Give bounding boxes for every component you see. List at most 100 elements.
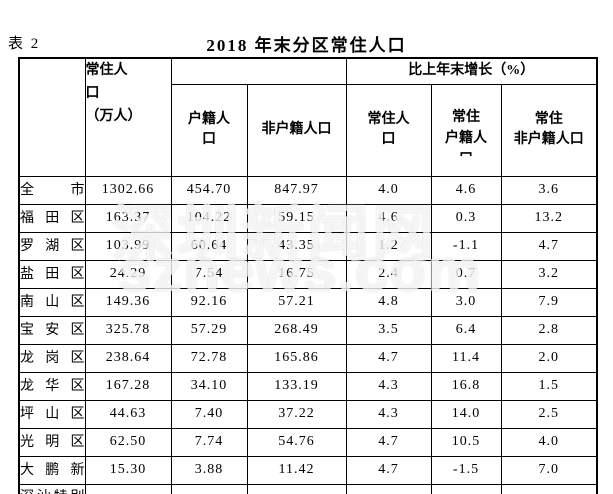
header-non-hukou: 非户籍人口 — [246, 83, 347, 177]
growth-non-hukou-cell: 13.2 — [500, 203, 598, 233]
header-district-cell — [18, 57, 86, 177]
page-title: 2018 年末分区常住人口 — [206, 36, 407, 55]
district-cell: 大鹏新 — [18, 455, 86, 485]
growth-resident-cell: 4.3 — [345, 371, 432, 401]
population-cell: 44.63 — [84, 399, 172, 429]
growth-non-hukou-cell: 4.7 — [500, 231, 598, 261]
header-registration-group — [170, 57, 347, 85]
non-hukou-cell: 54.76 — [246, 427, 347, 457]
growth-non-hukou-cell: 7.0 — [500, 455, 598, 485]
table-row: 龙岗区 238.64 72.78 165.86 4.7 11.4 2.0 — [18, 343, 598, 373]
district-cell: 盐田区 — [18, 259, 86, 289]
hukou-cell: 3.88 — [170, 455, 248, 485]
table-row: 罗湖区 103.99 60.64 43.35 1.2 -1.1 4.7 — [18, 231, 598, 261]
non-hukou-cell: 0.57 — [246, 483, 347, 494]
non-hukou-cell: 847.97 — [246, 175, 347, 205]
district-cell: 罗湖区 — [18, 231, 86, 261]
hukou-cell: 72.78 — [170, 343, 248, 373]
population-cell: 167.28 — [84, 371, 172, 401]
growth-resident-cell: 1.2 — [345, 231, 432, 261]
growth-non-hukou-cell: 2.5 — [500, 399, 598, 429]
growth-resident-cell: 4.6 — [345, 203, 432, 233]
hukou-cell: 92.16 — [170, 287, 248, 317]
growth-non-hukou-cell: 7.9 — [500, 287, 598, 317]
growth-hukou-cell: 14.0 — [430, 399, 502, 429]
growth-resident-cell: 4.0 — [345, 175, 432, 205]
header-hukou: 户籍人 口 — [170, 83, 248, 177]
district-cell: 龙华区 — [18, 371, 86, 401]
table-row: 全市 1302.66 454.70 847.97 4.0 4.6 3.6 — [18, 175, 598, 205]
non-hukou-cell: 268.49 — [246, 315, 347, 345]
population-cell: 325.78 — [84, 315, 172, 345]
district-cell: 南山区 — [18, 287, 86, 317]
table-header: 常住人 口 （万人） 比上年末增长（%） 户籍人 口 非户籍人口 常住人 口 常… — [18, 57, 598, 177]
table-row: 南山区 149.36 92.16 57.21 4.8 3.0 7.9 — [18, 287, 598, 317]
growth-hukou-cell: 3.0 — [430, 287, 502, 317]
district-cell: 龙岗区 — [18, 343, 86, 373]
district-cell: 光明区 — [18, 427, 86, 457]
non-hukou-cell: 43.35 — [246, 231, 347, 261]
table-row: 光明区 62.50 7.74 54.76 4.7 10.5 4.0 — [18, 427, 598, 457]
non-hukou-cell: 165.86 — [246, 343, 347, 373]
growth-non-hukou-cell: 2.0 — [500, 343, 598, 373]
growth-hukou-cell: 16.8 — [430, 371, 502, 401]
growth-non-hukou-cell: 3.2 — [500, 259, 598, 289]
non-hukou-cell: 11.42 — [246, 455, 347, 485]
table-row: 坪山区 44.63 7.40 37.22 4.3 14.0 2.5 — [18, 399, 598, 429]
growth-resident-cell: 4.7 — [345, 427, 432, 457]
district-cell: 坪山区 — [18, 399, 86, 429]
growth-hukou-cell: 0.7 — [430, 259, 502, 289]
district-cell: 深汕特别合作 — [18, 483, 86, 494]
population-cell: 15.30 — [84, 455, 172, 485]
growth-hukou-cell: 4.6 — [430, 175, 502, 205]
growth-hukou-cell: 11.4 — [430, 343, 502, 373]
district-cell: 福田区 — [18, 203, 86, 233]
growth-resident-cell: 4.8 — [345, 287, 432, 317]
table-label: 表 2 — [8, 36, 41, 52]
population-cell: 163.37 — [84, 203, 172, 233]
hukou-cell: 7.40 — [170, 399, 248, 429]
non-hukou-cell: 59.15 — [246, 203, 347, 233]
district-cell: 全市 — [18, 175, 86, 205]
population-cell: 238.64 — [84, 343, 172, 373]
hukou-cell: 57.29 — [170, 315, 248, 345]
growth-non-hukou-cell: 4.0 — [500, 427, 598, 457]
header-population: 常住人 口 （万人） — [84, 57, 172, 177]
growth-resident-cell: -0.7 — [345, 483, 432, 494]
population-cell: 1302.66 — [84, 175, 172, 205]
growth-resident-cell: 4.7 — [345, 343, 432, 373]
caption-row: 表 2 2018 年末分区常住人口 — [0, 31, 613, 55]
hukou-cell: 60.64 — [170, 231, 248, 261]
non-hukou-cell: 37.22 — [246, 399, 347, 429]
growth-hukou-cell: 0.3 — [430, 203, 502, 233]
table-row: 深汕特别合作7.516.940.57-0.72.0-24.7 — [18, 483, 598, 494]
table-row: 福田区 163.37 104.22 59.15 4.6 0.3 13.2 — [18, 203, 598, 233]
header-growth-hukou: 常住 户籍人 口 — [430, 83, 502, 177]
non-hukou-cell: 16.75 — [246, 259, 347, 289]
growth-resident-cell: 4.7 — [345, 455, 432, 485]
growth-hukou-cell: -1.1 — [430, 231, 502, 261]
header-growth-group: 比上年末增长（%） — [345, 57, 598, 85]
hukou-cell: 7.54 — [170, 259, 248, 289]
hukou-cell: 34.10 — [170, 371, 248, 401]
table-body: 全市 1302.66 454.70 847.97 4.0 4.6 3.6 福田区 163.37 1… — [18, 175, 598, 494]
hukou-cell: 6.94 — [170, 483, 248, 494]
growth-hukou-cell: -1.5 — [430, 455, 502, 485]
growth-non-hukou-cell: -24.7 — [500, 483, 598, 494]
header-growth-non-hukou: 常住 非户籍人口 — [500, 83, 598, 177]
growth-resident-cell: 3.5 — [345, 315, 432, 345]
population-cell: 62.50 — [84, 427, 172, 457]
growth-hukou-cell: 10.5 — [430, 427, 502, 457]
population-cell: 149.36 — [84, 287, 172, 317]
population-cell: 7.51 — [84, 483, 172, 494]
growth-hukou-cell: 6.4 — [430, 315, 502, 345]
growth-hukou-cell: 2.0 — [430, 483, 502, 494]
growth-resident-cell: 2.4 — [345, 259, 432, 289]
population-cell: 24.29 — [84, 259, 172, 289]
table-row: 宝安区 325.78 57.29 268.49 3.5 6.4 2.8 — [18, 315, 598, 345]
population-table: 常住人 口 （万人） 比上年末增长（%） 户籍人 口 非户籍人口 常住人 口 常… — [18, 57, 598, 494]
population-cell: 103.99 — [84, 231, 172, 261]
hukou-cell: 454.70 — [170, 175, 248, 205]
non-hukou-cell: 57.21 — [246, 287, 347, 317]
